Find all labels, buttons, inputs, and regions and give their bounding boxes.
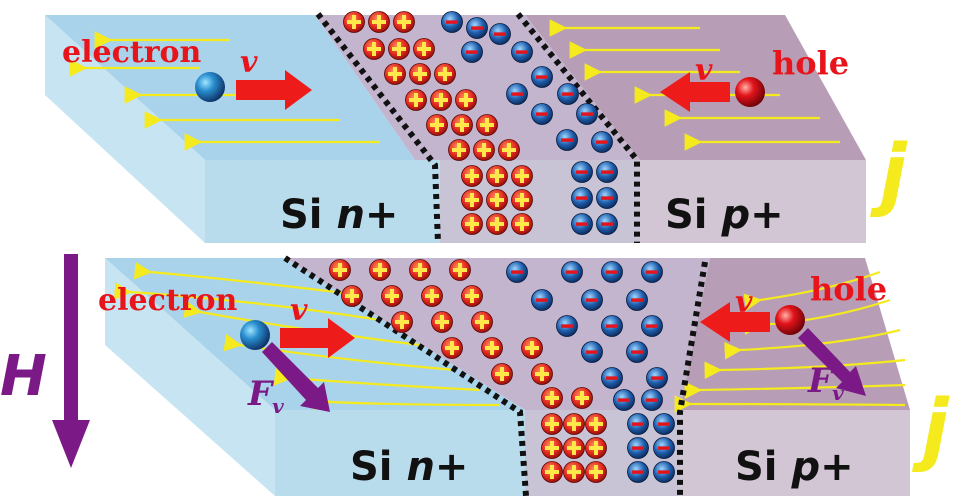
- bottom-left-side-face: [105, 258, 275, 496]
- bottom-slab: electron v Fv v hole Fv Si n+ Si p+ j: [98, 255, 950, 496]
- top-depletion-boundaries: [315, 12, 640, 244]
- bottom-front-n: [275, 410, 525, 496]
- top-hole-velocity-label: v: [695, 53, 713, 88]
- top-slab: electron v v hole Si n+ Si p+ j: [45, 11, 908, 244]
- magnetic-field-arrow: [52, 254, 90, 468]
- top-front-p: [640, 160, 866, 243]
- bottom-electron-force-label: Fv: [247, 374, 284, 418]
- bottom-electron-label: electron: [98, 283, 238, 318]
- bottom-p-region-label: Si p+: [735, 444, 854, 490]
- top-n-region-top-face: [45, 15, 415, 160]
- top-electron-icon: [195, 72, 225, 102]
- top-n-region-label: Si n+: [280, 192, 398, 238]
- top-front-n: [205, 160, 440, 243]
- bottom-hole-velocity-arrow: [700, 302, 770, 342]
- magnetic-field: H: [0, 254, 90, 468]
- bottom-hole-icon: [775, 305, 805, 335]
- bottom-depletion-boundaries: [283, 255, 708, 496]
- top-electron-velocity-arrow: [236, 70, 312, 110]
- top-hole-velocity-arrow: [660, 72, 730, 112]
- top-hole-icon: [735, 77, 765, 107]
- bottom-electron-velocity-label: v: [290, 293, 308, 328]
- top-electron-velocity-label: v: [240, 45, 258, 80]
- bottom-current-label: j: [912, 384, 950, 474]
- bottom-electron-velocity-arrow: [280, 318, 355, 358]
- bottom-hole-velocity-label: v: [735, 285, 753, 320]
- bottom-hole-force-arrow: [798, 328, 866, 396]
- bottom-electron-icon: [240, 320, 270, 350]
- bottom-electron-force-arrow: [262, 342, 330, 412]
- bottom-n-region-label: Si n+: [350, 444, 468, 490]
- top-hole-label: hole: [772, 44, 849, 82]
- top-electron-label: electron: [62, 35, 202, 70]
- bottom-hole-label: hole: [810, 270, 887, 308]
- bottom-front-p: [680, 410, 910, 496]
- bottom-field-lines: [114, 261, 906, 413]
- bottom-hole-force-label: Fv: [807, 361, 844, 405]
- magnetic-field-label: H: [0, 344, 47, 409]
- top-current-label: j: [870, 129, 908, 219]
- top-p-region-label: Si p+: [665, 192, 784, 238]
